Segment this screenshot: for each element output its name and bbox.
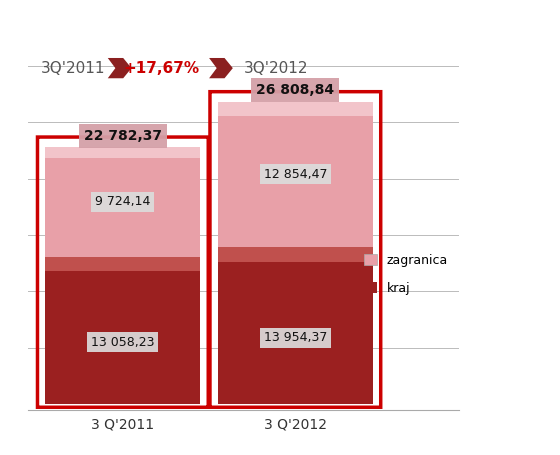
FancyBboxPatch shape — [45, 147, 200, 158]
Text: 13 058,23: 13 058,23 — [91, 336, 155, 349]
Text: 22 782,37: 22 782,37 — [84, 129, 162, 143]
Text: 12 854,47: 12 854,47 — [264, 168, 327, 181]
FancyBboxPatch shape — [45, 257, 200, 404]
FancyBboxPatch shape — [45, 147, 200, 257]
Legend: zagranica, kraj: zagranica, kraj — [359, 249, 453, 300]
Text: 3Q'2012: 3Q'2012 — [244, 61, 308, 76]
Text: 3Q'2011: 3Q'2011 — [41, 61, 105, 76]
Polygon shape — [209, 58, 233, 78]
Text: 26 808,84: 26 808,84 — [256, 83, 334, 97]
Text: 13 954,37: 13 954,37 — [264, 331, 327, 344]
FancyBboxPatch shape — [218, 247, 373, 263]
FancyBboxPatch shape — [45, 257, 200, 272]
Polygon shape — [108, 58, 132, 78]
FancyBboxPatch shape — [218, 102, 373, 247]
FancyBboxPatch shape — [218, 247, 373, 404]
Text: 9 724,14: 9 724,14 — [95, 196, 151, 208]
Text: +17,67%: +17,67% — [124, 61, 200, 76]
FancyBboxPatch shape — [218, 102, 373, 116]
